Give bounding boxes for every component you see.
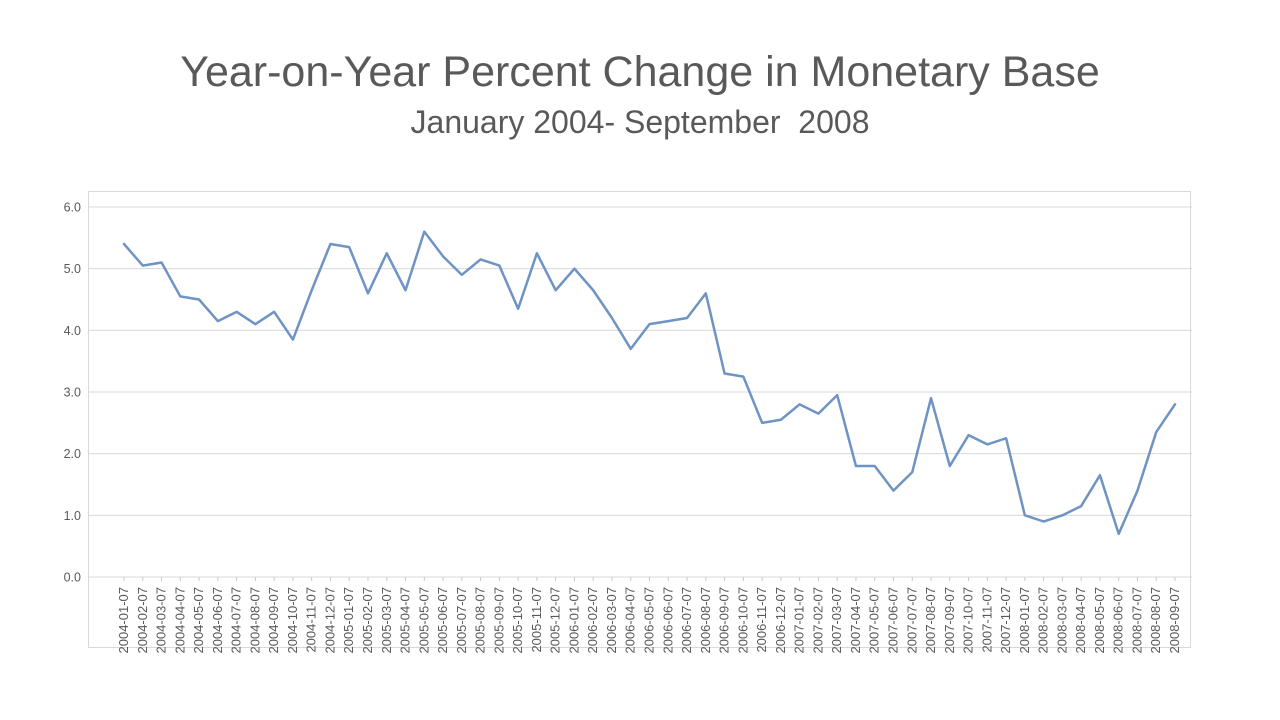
svg-text:2007-04-07: 2007-04-07 <box>848 587 863 654</box>
svg-text:2005-10-07: 2005-10-07 <box>510 587 525 654</box>
svg-text:2004-08-07: 2004-08-07 <box>247 587 262 654</box>
svg-text:2004-09-07: 2004-09-07 <box>266 587 281 654</box>
svg-text:2007-11-07: 2007-11-07 <box>979 587 994 653</box>
svg-text:0.0: 0.0 <box>64 571 81 585</box>
svg-text:2005-11-07: 2005-11-07 <box>529 587 544 653</box>
svg-text:2.0: 2.0 <box>64 447 81 461</box>
svg-text:2007-02-07: 2007-02-07 <box>810 587 825 654</box>
svg-text:2006-10-07: 2006-10-07 <box>735 587 750 654</box>
svg-text:2008-09-07: 2008-09-07 <box>1167 587 1182 654</box>
svg-text:2006-12-07: 2006-12-07 <box>773 587 788 654</box>
svg-text:2005-12-07: 2005-12-07 <box>548 587 563 654</box>
svg-text:2006-04-07: 2006-04-07 <box>623 587 638 654</box>
svg-text:2007-03-07: 2007-03-07 <box>829 587 844 654</box>
svg-text:2004-04-07: 2004-04-07 <box>172 587 187 654</box>
svg-text:2004-03-07: 2004-03-07 <box>154 587 169 654</box>
svg-text:2006-07-07: 2006-07-07 <box>679 587 694 654</box>
svg-text:2005-07-07: 2005-07-07 <box>454 587 469 654</box>
svg-text:2005-08-07: 2005-08-07 <box>473 587 488 654</box>
svg-text:2008-03-07: 2008-03-07 <box>1054 587 1069 654</box>
svg-text:2004-02-07: 2004-02-07 <box>135 587 150 654</box>
svg-text:2007-05-07: 2007-05-07 <box>867 587 882 654</box>
svg-text:2006-11-07: 2006-11-07 <box>754 587 769 653</box>
svg-text:2005-06-07: 2005-06-07 <box>435 587 450 654</box>
svg-text:2008-05-07: 2008-05-07 <box>1092 587 1107 654</box>
svg-text:6.0: 6.0 <box>64 201 81 215</box>
svg-text:2004-11-07: 2004-11-07 <box>304 587 319 653</box>
svg-text:2005-02-07: 2005-02-07 <box>360 587 375 654</box>
svg-text:2007-10-07: 2007-10-07 <box>961 587 976 654</box>
svg-text:2004-12-07: 2004-12-07 <box>322 587 337 654</box>
svg-text:2005-03-07: 2005-03-07 <box>379 587 394 654</box>
svg-text:2008-06-07: 2008-06-07 <box>1111 587 1126 654</box>
svg-text:2007-12-07: 2007-12-07 <box>998 587 1013 654</box>
svg-text:2004-01-07: 2004-01-07 <box>116 587 131 654</box>
svg-text:2004-06-07: 2004-06-07 <box>210 587 225 654</box>
svg-text:2005-09-07: 2005-09-07 <box>491 587 506 654</box>
svg-text:2008-02-07: 2008-02-07 <box>1036 587 1051 654</box>
svg-text:2004-07-07: 2004-07-07 <box>229 587 244 654</box>
svg-text:2006-03-07: 2006-03-07 <box>604 587 619 654</box>
svg-text:2008-04-07: 2008-04-07 <box>1073 587 1088 654</box>
svg-text:2008-08-07: 2008-08-07 <box>1148 587 1163 654</box>
svg-text:2007-07-07: 2007-07-07 <box>904 587 919 654</box>
svg-text:2007-08-07: 2007-08-07 <box>923 587 938 654</box>
svg-text:2006-08-07: 2006-08-07 <box>698 587 713 654</box>
svg-text:1.0: 1.0 <box>64 509 81 523</box>
svg-text:2007-09-07: 2007-09-07 <box>942 587 957 654</box>
svg-text:2005-01-07: 2005-01-07 <box>341 587 356 654</box>
svg-text:2006-05-07: 2006-05-07 <box>642 587 657 654</box>
svg-text:2005-05-07: 2005-05-07 <box>416 587 431 654</box>
svg-text:4.0: 4.0 <box>64 324 81 338</box>
svg-text:2007-06-07: 2007-06-07 <box>885 587 900 654</box>
svg-text:2007-01-07: 2007-01-07 <box>792 587 807 654</box>
svg-text:2005-04-07: 2005-04-07 <box>398 587 413 654</box>
svg-text:2008-07-07: 2008-07-07 <box>1129 587 1144 654</box>
svg-text:2006-02-07: 2006-02-07 <box>585 587 600 654</box>
svg-text:2004-10-07: 2004-10-07 <box>285 587 300 654</box>
svg-text:2004-05-07: 2004-05-07 <box>191 587 206 654</box>
svg-text:5.0: 5.0 <box>64 262 81 276</box>
svg-text:2006-09-07: 2006-09-07 <box>717 587 732 654</box>
svg-text:2008-01-07: 2008-01-07 <box>1017 587 1032 654</box>
svg-text:2006-06-07: 2006-06-07 <box>660 587 675 654</box>
svg-text:3.0: 3.0 <box>64 386 81 400</box>
svg-text:2006-01-07: 2006-01-07 <box>566 587 581 654</box>
